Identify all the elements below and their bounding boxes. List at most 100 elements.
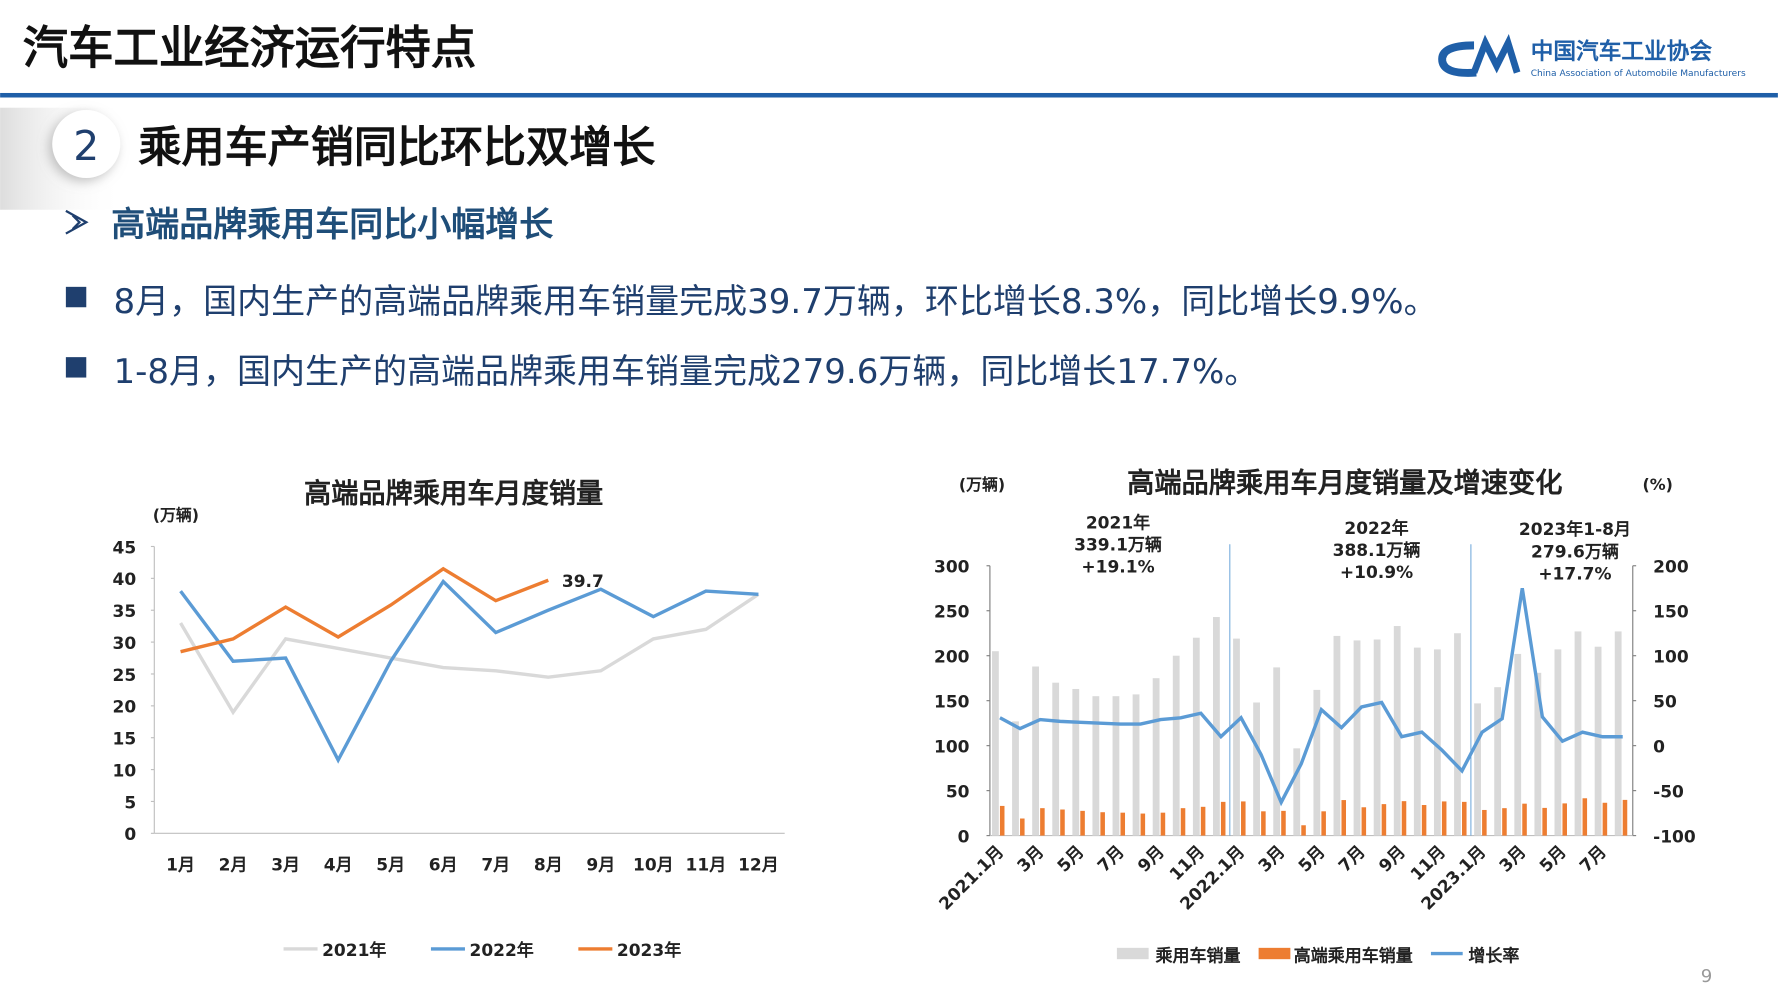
bar xyxy=(1200,806,1206,836)
bar xyxy=(1020,818,1025,836)
y-tick-label: 30 xyxy=(112,634,136,654)
y2-tick-label: -50 xyxy=(1653,782,1684,802)
bar xyxy=(1052,682,1060,836)
bar xyxy=(1474,703,1481,836)
x-tick-label: 7月 xyxy=(1094,842,1129,877)
bullet-text: 1-8月，国内生产的高端品牌乘用车销量完成279.6万辆，同比增长17.7%。 xyxy=(113,352,1258,392)
x-tick-label: 7月 xyxy=(481,856,510,876)
bar xyxy=(1301,825,1306,836)
y-tick-label: 0 xyxy=(124,825,136,845)
x-tick-label: 3月 xyxy=(271,856,300,876)
header-rule xyxy=(0,92,1778,98)
annotation: +10.9% xyxy=(1340,563,1413,583)
section-number: 2 xyxy=(73,122,99,170)
bar xyxy=(1361,807,1367,836)
bar xyxy=(992,651,999,836)
bar xyxy=(1293,748,1301,836)
bar xyxy=(1502,808,1507,836)
chart-title: 高端品牌乘用车月度销量 xyxy=(304,477,603,509)
section-badge xyxy=(52,109,121,179)
logo-subtext: China Association of Automobile Manufact… xyxy=(1531,69,1746,79)
bar xyxy=(1012,721,1019,836)
annotation: +19.1% xyxy=(1081,558,1154,578)
x-tick-label: 11月 xyxy=(686,856,727,876)
legend-label: 增长率 xyxy=(1468,945,1519,966)
bullet-text: 8月，国内生产的高端品牌乘用车销量完成39.7万辆，环比增长8.3%，同比增长9… xyxy=(113,282,1437,322)
bar xyxy=(1602,802,1608,836)
bar xyxy=(1220,801,1226,836)
x-tick-label: 2月 xyxy=(219,856,248,876)
bar xyxy=(1152,678,1160,836)
bar xyxy=(1534,672,1542,836)
legend-label: 乘用车销量 xyxy=(1154,945,1240,966)
annotation: 388.1万辆 xyxy=(1333,540,1421,561)
annotation: 2023年1-8月 xyxy=(1519,519,1631,540)
bar xyxy=(1622,799,1628,836)
bullet-marker xyxy=(65,286,87,308)
bar xyxy=(1381,804,1387,836)
bar xyxy=(1241,801,1246,836)
series-line xyxy=(180,566,549,654)
bar xyxy=(1542,807,1547,836)
y-tick-label: 5 xyxy=(124,793,136,813)
y-tick-label: 300 xyxy=(934,558,970,578)
x-tick-label: 5月 xyxy=(376,856,405,876)
x-tick-label: 3月 xyxy=(1014,842,1049,877)
bar xyxy=(1514,653,1522,836)
bar xyxy=(1040,808,1045,836)
y-tick-label: 15 xyxy=(112,730,136,750)
bar xyxy=(1333,635,1341,836)
y-tick-label: 150 xyxy=(934,692,970,712)
x-tick-label: 5月 xyxy=(1295,842,1330,877)
bar xyxy=(1140,813,1146,836)
annotation: 2021年 xyxy=(1086,512,1150,533)
y-tick-label: 10 xyxy=(112,761,136,781)
bullet-marker xyxy=(65,357,87,378)
legend-label: 2022年 xyxy=(469,940,533,961)
bar xyxy=(1180,808,1186,836)
section-title: 乘用车产销同比环比双增长 xyxy=(138,123,655,173)
y2-axis-label: (%) xyxy=(1643,475,1673,494)
x-tick-label: 5月 xyxy=(1054,842,1089,877)
y2-tick-label: 50 xyxy=(1653,692,1677,712)
y-tick-label: 45 xyxy=(112,538,136,558)
y-tick-label: 0 xyxy=(958,827,970,847)
x-tick-label: 12月 xyxy=(738,856,779,876)
legend-swatch xyxy=(1116,947,1149,960)
bar xyxy=(1353,640,1361,836)
bar xyxy=(1614,631,1622,836)
x-tick-label: 9月 xyxy=(1375,842,1410,877)
y-tick-label: 25 xyxy=(112,666,136,686)
y-tick-label: 200 xyxy=(934,648,970,668)
chart-title: 高端品牌乘用车月度销量及增速变化 xyxy=(1127,467,1562,499)
x-tick-label: 7月 xyxy=(1576,842,1611,877)
x-tick-label: 2021.1月 xyxy=(935,842,1008,915)
x-tick-label: 4月 xyxy=(324,856,353,876)
arrow-marker xyxy=(65,209,89,235)
y2-tick-label: 150 xyxy=(1653,603,1689,623)
y2-tick-label: 200 xyxy=(1653,558,1689,578)
bar xyxy=(1554,649,1562,836)
data-label: 39.7 xyxy=(562,572,604,592)
bar xyxy=(1080,810,1085,836)
bar xyxy=(1192,637,1200,836)
bar xyxy=(1233,638,1240,836)
subheading: 高端品牌乘用车同比小幅增长 xyxy=(111,205,553,245)
bar xyxy=(1421,805,1427,836)
x-tick-label: 9月 xyxy=(586,856,615,876)
bar xyxy=(1341,800,1347,836)
bar xyxy=(1373,639,1381,836)
logo-mark xyxy=(1438,41,1477,77)
bar xyxy=(1462,801,1467,836)
x-tick-label: 10月 xyxy=(633,856,674,876)
bar xyxy=(1582,798,1588,836)
x-tick-label: 5月 xyxy=(1536,842,1571,877)
bar xyxy=(1441,801,1447,836)
bar xyxy=(1032,666,1039,836)
annotation: 2022年 xyxy=(1344,518,1408,539)
bar xyxy=(1401,801,1407,836)
bar xyxy=(1261,811,1266,836)
x-tick-label: 1月 xyxy=(166,856,195,876)
x-tick-label: 8月 xyxy=(534,856,563,876)
legend-swatch xyxy=(1258,947,1291,960)
